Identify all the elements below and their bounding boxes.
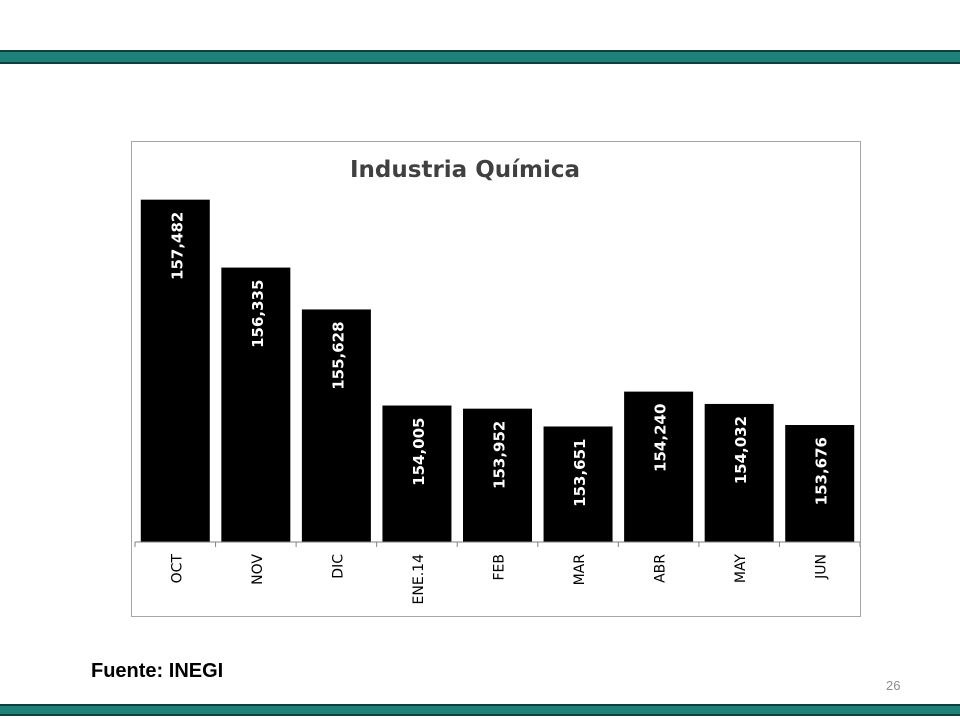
x-tick-label: MAY	[733, 554, 749, 584]
bar-chart: Industria Química 157,482 156,335 155,628 1…	[134, 157, 860, 605]
data-label: 156,335	[249, 280, 267, 348]
data-label: 154,032	[732, 416, 750, 484]
bottom-accent-band	[0, 704, 960, 716]
bar-oct	[140, 199, 210, 542]
data-label: 153,952	[491, 421, 509, 489]
chart-title: Industria Química	[350, 157, 580, 183]
bar-mar	[543, 426, 613, 542]
data-label: 154,005	[410, 418, 428, 486]
bar-abr	[624, 391, 694, 542]
x-tick-label: DIC	[330, 554, 346, 579]
bar-feb	[463, 408, 532, 542]
x-tick-label: MAR	[572, 554, 588, 586]
data-label: 153,676	[813, 437, 831, 505]
data-label: 154,240	[652, 404, 670, 472]
x-tick-label: OCT	[169, 554, 185, 584]
bar-ene-14	[382, 405, 452, 542]
x-tick-label: FEB	[492, 554, 508, 581]
x-tick-label: ABR	[653, 554, 669, 583]
data-label: 153,651	[571, 438, 589, 506]
x-tick-label: NOV	[250, 554, 266, 585]
bar-dic	[301, 309, 371, 542]
x-tick-label: ENE.14	[411, 554, 427, 605]
bar-nov	[221, 267, 291, 542]
data-label: 157,482	[168, 212, 186, 280]
bar-jun	[785, 425, 855, 542]
x-tick-label: JUN	[814, 554, 830, 580]
page-number: 26	[886, 678, 901, 693]
data-label: 155,628	[329, 321, 347, 389]
source-note: Fuente: INEGI	[91, 660, 224, 682]
top-accent-band	[0, 50, 960, 64]
chart-area: Industria Química 157,482 156,335 155,628 1…	[131, 141, 861, 617]
bar-may	[704, 403, 774, 542]
